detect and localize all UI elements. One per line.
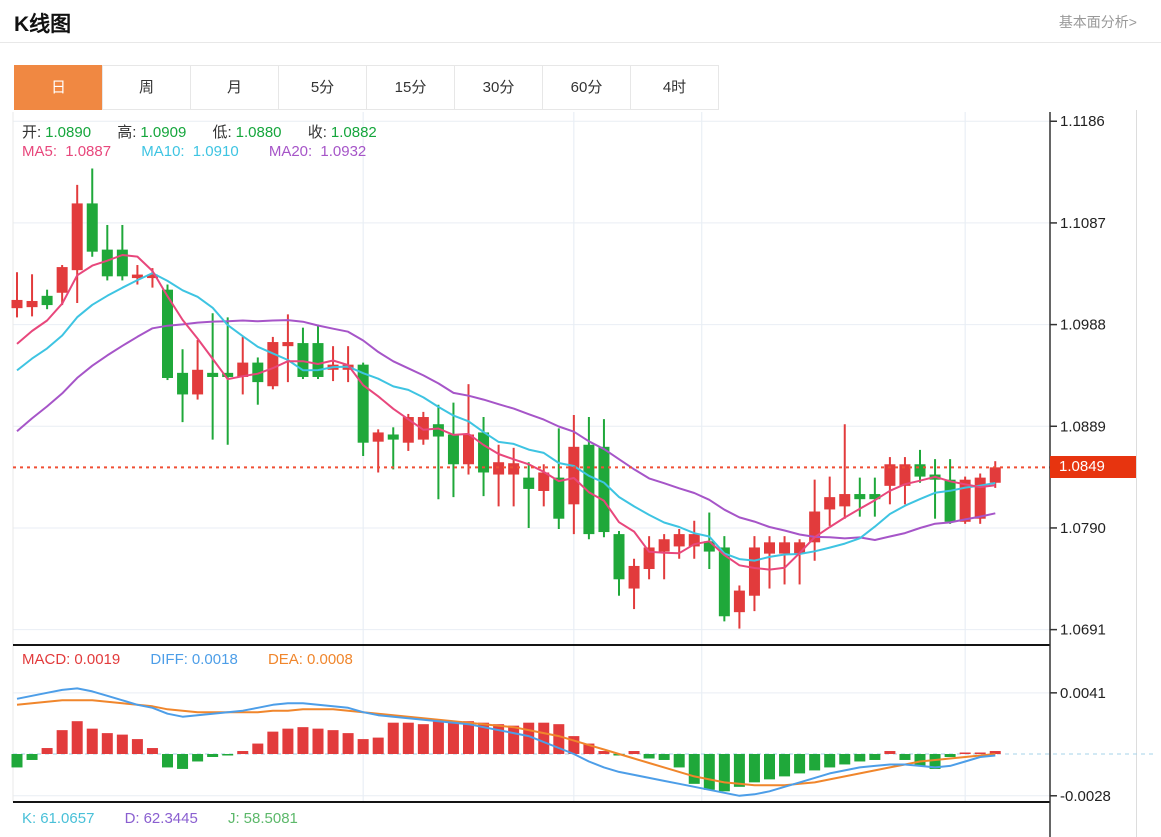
ma10-value: 1.0910 (192, 143, 239, 160)
svg-text:1.1186: 1.1186 (1060, 113, 1105, 130)
open-value: 1.0890 (45, 124, 92, 141)
title-divider (0, 42, 1161, 43)
j-value: 58.5081 (243, 810, 298, 827)
dea-value: 0.0008 (306, 651, 353, 668)
diff-label: DIFF: (150, 651, 188, 668)
ma20-line (16, 319, 996, 541)
axis-tick-labels: 1.1186 1.1087 1.0988 1.0889 1.0790 1.0691 0.00… (1050, 113, 1111, 805)
gridlines (12, 112, 1050, 802)
ma-legend: MA5: 1.0887 MA10: 1.0910 MA20: 1.0932 (22, 143, 374, 160)
svg-text:1.1087: 1.1087 (1060, 215, 1106, 232)
tab-30min[interactable]: 30分 (454, 65, 543, 110)
ma20-label: MA20: (268, 143, 313, 160)
j-label: J: (228, 810, 240, 827)
svg-text:0.0041: 0.0041 (1060, 685, 1106, 702)
kdj-legend: K: 61.0657 D: 62.3445 J: 58.5081 (22, 810, 306, 827)
close-label: 收: (307, 124, 327, 141)
d-value: 62.3445 (143, 810, 198, 827)
svg-text:1.0889: 1.0889 (1060, 418, 1106, 435)
diff-line (16, 687, 996, 797)
right-border (1136, 110, 1137, 837)
tab-5min[interactable]: 5分 (278, 65, 367, 110)
current-price-badge: 1.0849 (1050, 456, 1136, 478)
fundamental-analysis-link[interactable]: 基本面分析> (1058, 14, 1137, 30)
ohlc-legend: 开: 1.0890 高: 1.0909 低: 1.0880 收: 1.0882 (22, 121, 381, 142)
svg-text:-0.0028: -0.0028 (1060, 788, 1111, 805)
d-label: D: (124, 810, 140, 827)
tab-4hour[interactable]: 4时 (630, 65, 719, 110)
ma10-line (16, 272, 996, 562)
dea-label: DEA: (267, 651, 303, 668)
macd-legend: MACD: 0.0019 DIFF: 0.0018 DEA: 0.0008 (22, 651, 361, 668)
macd-value: 0.0019 (74, 651, 121, 668)
macd-histogram (11, 721, 1001, 792)
svg-text:1.0790: 1.0790 (1060, 520, 1106, 537)
tab-month[interactable]: 月 (190, 65, 279, 110)
ma20-value: 1.0932 (320, 143, 367, 160)
ma5-value: 1.0887 (65, 143, 112, 160)
tab-15min[interactable]: 15分 (366, 65, 455, 110)
ma5-line (16, 254, 996, 571)
svg-text:1.0988: 1.0988 (1060, 317, 1106, 334)
high-value: 1.0909 (140, 124, 187, 141)
tab-week[interactable]: 周 (102, 65, 191, 110)
tab-day[interactable]: 日 (14, 65, 103, 110)
ma10-label: MA10: (141, 143, 185, 160)
high-label: 高: (117, 124, 137, 141)
period-tab-bar: 日 周 月 5分 15分 30分 60分 4时 (14, 65, 719, 110)
svg-text:1.0691: 1.0691 (1060, 622, 1106, 639)
page-title: K线图 (14, 13, 72, 36)
open-label: 开: (22, 124, 42, 141)
k-label: K: (22, 810, 37, 827)
macd-label: MACD: (22, 651, 71, 668)
candlesticks (11, 168, 1001, 629)
low-value: 1.0880 (235, 124, 282, 141)
low-label: 低: (212, 124, 232, 141)
dea-line (16, 699, 996, 787)
ma5-label: MA5: (22, 143, 58, 160)
k-value: 61.0657 (40, 810, 95, 827)
tab-60min[interactable]: 60分 (542, 65, 631, 110)
close-value: 1.0882 (330, 124, 377, 141)
diff-value: 0.0018 (191, 651, 238, 668)
